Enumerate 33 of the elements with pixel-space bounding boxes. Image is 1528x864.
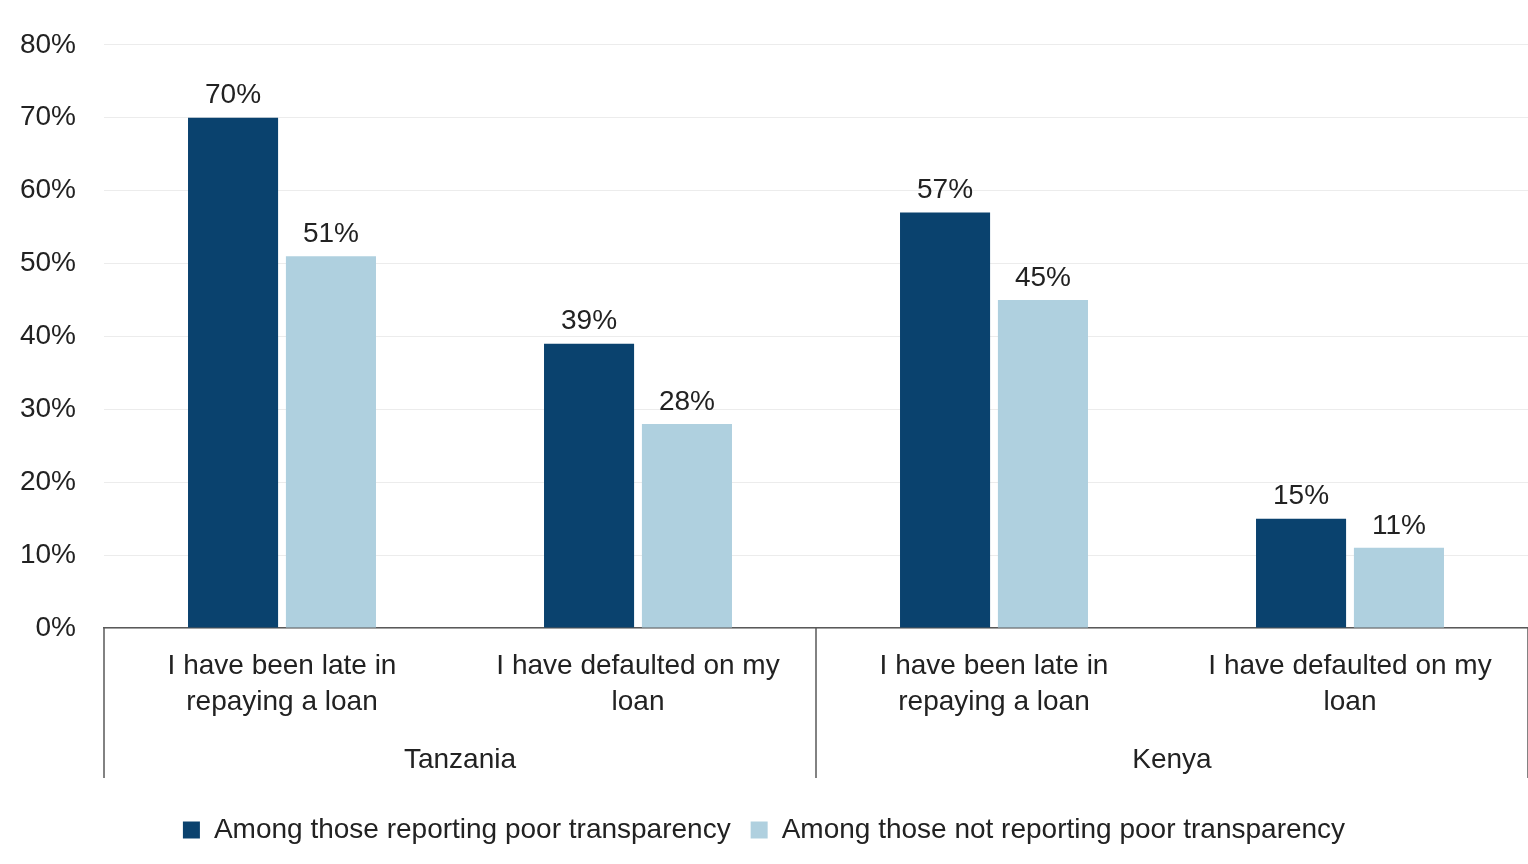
legend-label: Among those not reporting poor transparency xyxy=(781,812,1346,844)
x-tick-label: I have been late in repaying a loan xyxy=(879,648,1109,717)
x-tick-label: I have been late in repaying a loan xyxy=(167,648,397,717)
bar xyxy=(285,256,376,628)
x-tick-label: I have defaulted on my loan xyxy=(496,648,780,717)
text: Tanzania xyxy=(403,742,517,774)
legend-label: Among those reporting poor transparency xyxy=(213,812,731,844)
y-tick-label: 20% xyxy=(19,464,76,496)
data-label: 11% xyxy=(1371,508,1426,540)
bar xyxy=(641,423,732,628)
y-tick-label: 10% xyxy=(19,537,76,569)
data-label: 51% xyxy=(302,216,359,248)
y-tick-label: 80% xyxy=(19,27,76,59)
text: Kenya xyxy=(1132,742,1213,774)
data-label: 28% xyxy=(658,384,715,416)
data-label: 70% xyxy=(205,78,262,110)
data-label: 45% xyxy=(1014,260,1071,292)
bar xyxy=(1256,518,1347,628)
bar xyxy=(900,212,991,628)
y-tick-label: 50% xyxy=(19,246,76,278)
y-tick-label: 0% xyxy=(35,610,76,642)
bar xyxy=(997,299,1088,628)
data-label: 39% xyxy=(561,304,618,336)
y-tick-label: 70% xyxy=(19,100,76,132)
data-label: 15% xyxy=(1273,479,1330,511)
data-label: 57% xyxy=(917,173,974,205)
y-tick-label: 60% xyxy=(19,173,76,205)
bar xyxy=(188,117,279,628)
y-tick-label: 40% xyxy=(19,319,76,351)
bar xyxy=(544,343,635,628)
x-tick-label: I have defaulted on my loan xyxy=(1208,648,1492,717)
bar xyxy=(1353,547,1444,628)
y-tick-label: 30% xyxy=(19,392,76,424)
